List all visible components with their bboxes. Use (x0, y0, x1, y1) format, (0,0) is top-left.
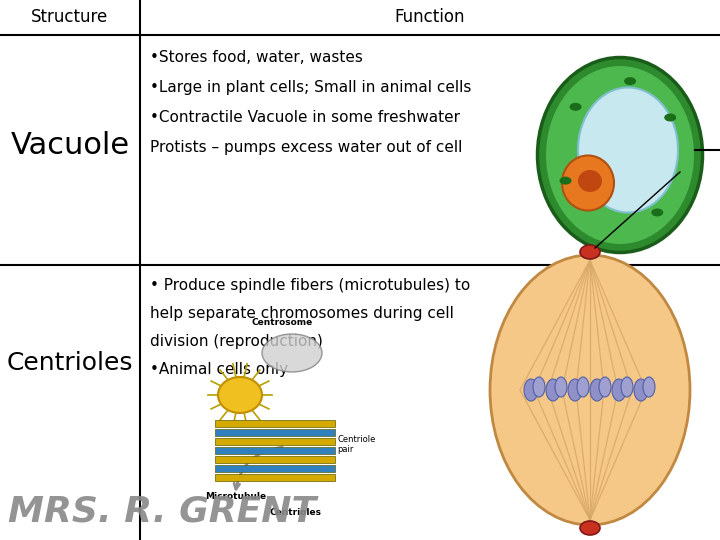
Ellipse shape (546, 66, 694, 244)
Bar (215, 420, 335, 427)
Text: division (reproduction): division (reproduction) (150, 334, 323, 349)
Ellipse shape (555, 377, 567, 397)
Ellipse shape (490, 255, 690, 525)
Text: Function: Function (395, 8, 465, 26)
Ellipse shape (599, 377, 611, 397)
Ellipse shape (533, 377, 545, 397)
Ellipse shape (577, 377, 589, 397)
Ellipse shape (578, 170, 602, 192)
Text: •Stores food, water, wastes: •Stores food, water, wastes (150, 50, 363, 65)
Ellipse shape (570, 103, 582, 111)
Ellipse shape (643, 377, 655, 397)
Text: Centrioles: Centrioles (269, 508, 321, 517)
Text: help separate chromosomes during cell: help separate chromosomes during cell (150, 306, 454, 321)
Text: Protists – pumps excess water out of cell: Protists – pumps excess water out of cel… (150, 140, 462, 155)
Text: Centrioles: Centrioles (6, 350, 133, 375)
Bar (215, 456, 335, 463)
Ellipse shape (218, 377, 262, 413)
Ellipse shape (538, 57, 703, 253)
Text: Centriole
pair: Centriole pair (337, 435, 375, 454)
Bar (215, 465, 335, 472)
Text: Microtubule: Microtubule (205, 492, 266, 501)
Ellipse shape (634, 379, 648, 401)
Text: •Contractile Vacuole in some freshwater: •Contractile Vacuole in some freshwater (150, 110, 460, 125)
Bar (215, 474, 335, 481)
Ellipse shape (580, 245, 600, 259)
Ellipse shape (590, 379, 604, 401)
Text: Vacuole: Vacuole (10, 131, 130, 159)
Bar (215, 438, 335, 445)
Ellipse shape (559, 177, 572, 185)
Ellipse shape (524, 379, 538, 401)
Text: Structure: Structure (32, 8, 109, 26)
Bar (215, 447, 335, 454)
Ellipse shape (546, 379, 560, 401)
Ellipse shape (578, 87, 678, 213)
Text: •Animal cells only: •Animal cells only (150, 362, 288, 377)
Bar (215, 429, 335, 436)
Ellipse shape (652, 208, 663, 217)
Text: Centrosome: Centrosome (251, 318, 312, 327)
Text: MRS. R. GRENT: MRS. R. GRENT (8, 494, 316, 528)
Ellipse shape (562, 156, 614, 211)
Ellipse shape (624, 77, 636, 85)
Ellipse shape (665, 113, 676, 122)
Ellipse shape (262, 334, 322, 372)
Text: • Produce spindle fibers (microtubules) to: • Produce spindle fibers (microtubules) … (150, 278, 470, 293)
Ellipse shape (621, 377, 633, 397)
Ellipse shape (568, 379, 582, 401)
Ellipse shape (612, 379, 626, 401)
Text: •Large in plant cells; Small in animal cells: •Large in plant cells; Small in animal c… (150, 80, 472, 95)
Ellipse shape (580, 521, 600, 535)
